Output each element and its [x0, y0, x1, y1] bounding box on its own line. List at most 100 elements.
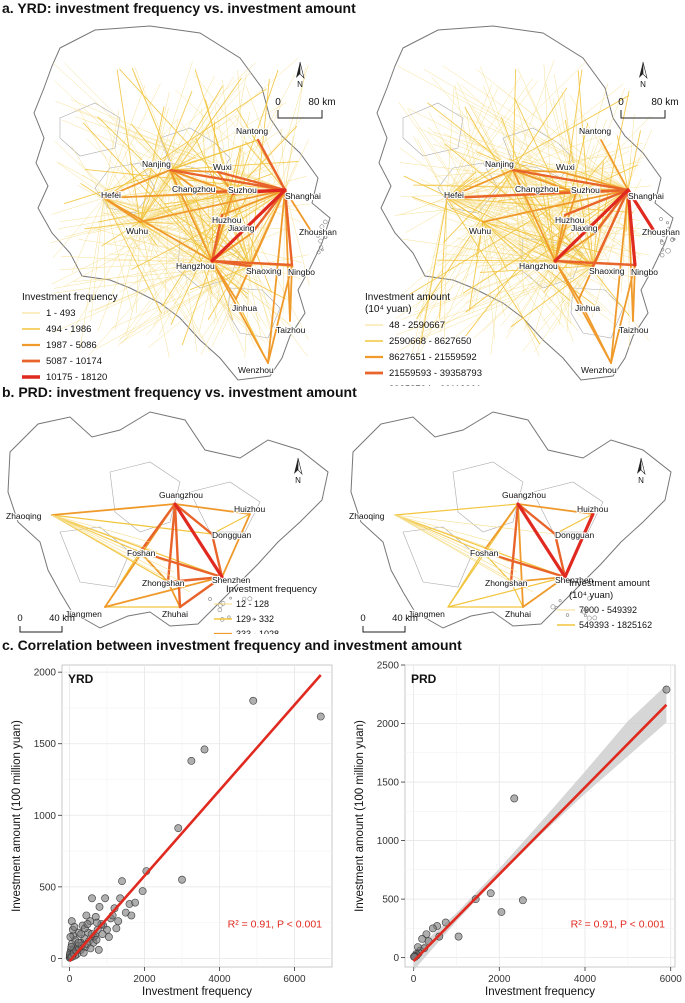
flow-line-minor	[282, 189, 286, 313]
flow-line-minor	[592, 265, 617, 281]
flow-line-minor	[505, 145, 514, 171]
flow-line-minor	[482, 221, 599, 299]
y-tick-label: 0	[393, 953, 399, 964]
regression-line	[68, 674, 322, 963]
flow-line	[575, 164, 639, 194]
flow-line-minor	[512, 169, 525, 295]
flow-line-minor	[397, 65, 629, 191]
flow-line-minor	[139, 208, 168, 223]
flow-line-ningbo-taizhou	[289, 264, 293, 322]
island	[665, 221, 669, 225]
flow-line-minor	[512, 154, 616, 171]
island	[660, 248, 665, 252]
flow-line-minor	[97, 221, 141, 332]
legend-title: Investment amount	[365, 292, 450, 303]
flow-line	[139, 77, 242, 223]
island	[324, 235, 328, 239]
flow-line-minor	[471, 104, 556, 262]
legend: Investment frequency 1 - 493 494 - 1986 198…	[22, 292, 118, 383]
city-label-taizhou: Taizhou	[276, 325, 306, 335]
flow-line-minor	[65, 192, 234, 238]
flow-line-shenzhen-dongguan	[210, 532, 224, 579]
flow-line-shanghai-nantong	[600, 139, 629, 191]
axis-ticks: 0 2000 4000 6000 0 500 1000 1500 2000	[34, 668, 306, 985]
scale-bar: 0 80 km	[618, 97, 679, 119]
city-label-wuhu: Wuhu	[469, 226, 491, 236]
flow-line-minor	[523, 192, 577, 332]
data-point	[428, 924, 437, 933]
scale-distance: 80 km	[308, 97, 335, 108]
flow-line	[139, 106, 165, 223]
city-label-ningbo: Ningbo	[288, 267, 315, 277]
data-point	[70, 923, 79, 931]
flow-line-hangzhou-suzhou	[554, 192, 577, 262]
north-arrow-shape	[296, 62, 300, 78]
city-label-guangzhou: Guangzhou	[502, 490, 546, 500]
flow-line	[512, 69, 517, 171]
flow-line-minor	[139, 175, 307, 223]
flow-line	[169, 160, 299, 171]
flow-line	[412, 196, 484, 223]
flow-line-shanghai-shaoxing	[591, 188, 630, 268]
data-point	[83, 920, 92, 928]
north-arrow-shape	[299, 61, 305, 79]
data-point	[497, 908, 506, 916]
flow-line-shanghai-wenzhou	[267, 189, 286, 364]
flow-line-minor	[51, 514, 183, 583]
y-tick-label: 2000	[377, 719, 400, 730]
flow-line-minor	[284, 67, 306, 191]
y-tick-label: 500	[39, 882, 56, 893]
flow-line-minor	[51, 514, 167, 563]
flow-line-guangzhou-dongguan	[516, 502, 557, 536]
flow-line-dongguan-huizhou	[211, 513, 251, 535]
data-point	[92, 918, 101, 927]
data-point	[486, 889, 495, 898]
flow-line-minor	[79, 197, 105, 351]
flow-line-minor	[507, 260, 556, 332]
x-tick-label: 0	[411, 974, 417, 985]
flow-line-shenzhen-huizhou	[221, 513, 251, 578]
flow-line-shenzhen-zhongshan	[166, 575, 224, 584]
city-label-nantong: Nantong	[236, 126, 268, 136]
flow-line-minor	[554, 244, 617, 262]
flow-line	[195, 196, 213, 262]
x-tick-label: 6000	[660, 974, 683, 985]
flow-line-minor	[482, 221, 572, 325]
city-label-shanghai: Shanghai	[628, 191, 664, 201]
flow-line-shanghai-huzhou	[563, 188, 630, 217]
flow-line	[101, 221, 141, 247]
flow-line-minor	[413, 136, 448, 199]
flow-line	[131, 67, 213, 262]
flow-line	[451, 207, 594, 267]
scale-bar: 0 40 km	[17, 613, 75, 633]
flow-line-ningbo-taizhou	[632, 264, 636, 322]
flow-line-guangzhou-huizhou	[517, 503, 594, 515]
flow-line-minor	[550, 265, 594, 333]
flow-line-minor	[512, 135, 600, 171]
legend-item: 494 - 1986	[46, 324, 91, 335]
city-label-nanjing: Nanjing	[485, 159, 514, 169]
flow-line-minor	[234, 115, 286, 191]
flow-line-nanjing-hefei	[103, 169, 171, 199]
flow-line-minor	[139, 221, 150, 267]
region-outline	[7, 411, 329, 629]
city-label-taizhou: Taizhou	[619, 325, 649, 335]
x-axis-label: Investment frequency	[142, 986, 252, 998]
flow-line-minor	[446, 78, 533, 199]
flow-line	[475, 221, 484, 258]
flow-line-minor	[145, 260, 213, 336]
x-axis-label: Investment frequency	[485, 986, 595, 998]
flow-line	[232, 147, 242, 194]
flow-line	[166, 208, 251, 267]
data-point	[510, 794, 519, 803]
flow-line	[446, 177, 473, 199]
north-label: N	[297, 80, 303, 89]
city-label-zhaoqing: Zhaoqing	[6, 511, 42, 521]
flow-line-guangzhou-zhongshan	[166, 502, 177, 584]
flow-line-shanghai-huzhou	[221, 189, 286, 216]
x-tick-label: 2000	[488, 974, 511, 985]
flow-line	[181, 260, 213, 346]
data-point	[112, 924, 121, 933]
scale-zero: 0	[17, 613, 22, 624]
